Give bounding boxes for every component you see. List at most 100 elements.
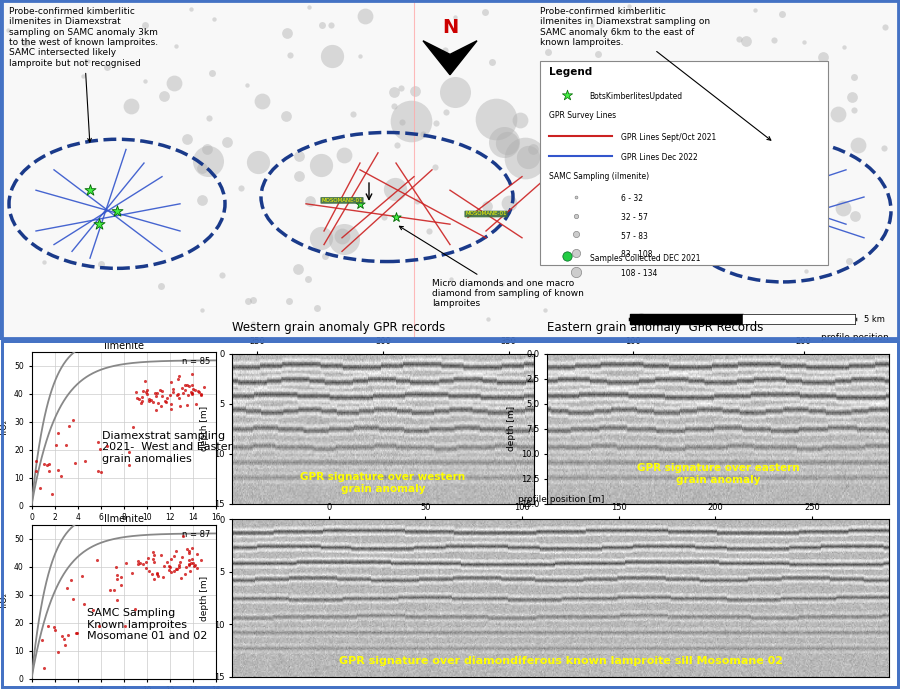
Point xyxy=(775,8,789,19)
Point xyxy=(184,388,199,399)
Text: 57 - 83: 57 - 83 xyxy=(621,232,648,240)
Point xyxy=(768,134,782,145)
Point xyxy=(33,482,48,493)
Title: Ilmenite: Ilmenite xyxy=(104,514,144,524)
Point xyxy=(92,218,106,229)
Point xyxy=(798,266,813,277)
Point xyxy=(192,386,206,397)
Point xyxy=(313,160,328,171)
Point xyxy=(164,554,178,565)
Point xyxy=(408,85,422,96)
Point xyxy=(185,554,200,565)
Point xyxy=(163,562,177,573)
Point xyxy=(797,158,812,169)
Point xyxy=(76,599,91,610)
Point xyxy=(735,65,750,76)
Y-axis label: TiO₂: TiO₂ xyxy=(0,593,9,610)
Point xyxy=(124,101,139,112)
Point xyxy=(154,550,168,561)
Point xyxy=(136,385,150,396)
Point xyxy=(92,620,106,631)
Point xyxy=(113,572,128,583)
Point xyxy=(151,570,166,581)
Point xyxy=(37,458,51,469)
Point xyxy=(500,138,515,149)
Point xyxy=(386,87,400,98)
Point xyxy=(292,150,306,161)
Point xyxy=(785,212,799,223)
Point xyxy=(139,562,153,573)
Point xyxy=(302,196,317,207)
Point xyxy=(591,49,606,60)
Point xyxy=(68,457,82,468)
Point xyxy=(29,465,43,476)
Text: SAMC Sampling
Known lamproites
Mosomane 01 and 02: SAMC Sampling Known lamproites Mosomane … xyxy=(87,608,207,641)
Point xyxy=(480,200,494,212)
Point xyxy=(569,229,583,240)
Point xyxy=(513,114,527,125)
Point xyxy=(90,466,104,477)
Point xyxy=(154,280,168,291)
Point xyxy=(126,421,140,432)
Point xyxy=(184,543,199,554)
Point xyxy=(158,397,173,408)
Point xyxy=(34,635,49,646)
Point xyxy=(255,96,269,107)
Point xyxy=(154,401,168,412)
Point xyxy=(850,139,865,150)
Point xyxy=(60,630,75,641)
Point xyxy=(183,555,197,566)
Point xyxy=(41,621,56,632)
Point xyxy=(94,258,108,269)
Point xyxy=(138,19,152,30)
Point xyxy=(172,560,186,571)
Point xyxy=(246,294,260,305)
Point xyxy=(148,388,163,399)
Point xyxy=(182,545,196,556)
Point xyxy=(878,21,893,32)
Point xyxy=(179,561,194,572)
Point xyxy=(18,38,32,49)
Point xyxy=(390,140,404,151)
Point xyxy=(388,183,402,194)
FancyBboxPatch shape xyxy=(540,61,828,265)
Text: Diamexstrat sampling
2021-  West and Eastern
grain anomalies: Diamexstrat sampling 2021- West and East… xyxy=(102,431,238,464)
Point xyxy=(176,388,190,399)
Point xyxy=(142,393,157,404)
Point xyxy=(191,385,205,396)
Point xyxy=(67,593,81,604)
Point xyxy=(708,165,723,176)
Point xyxy=(50,646,65,657)
Point xyxy=(282,295,296,306)
Point xyxy=(194,554,208,565)
Text: Western grain anomaly GPR records: Western grain anomaly GPR records xyxy=(232,322,446,334)
Point xyxy=(187,384,202,395)
Point xyxy=(150,397,165,408)
Point xyxy=(99,440,113,451)
Point xyxy=(574,256,589,267)
Point xyxy=(176,531,190,542)
Point xyxy=(174,573,188,584)
Text: GPR signature over diamondiferous known lamproite sill Mosomane 02: GPR signature over diamondiferous known … xyxy=(338,656,783,666)
Point xyxy=(358,11,373,22)
Point xyxy=(68,627,83,638)
Point xyxy=(91,437,105,448)
FancyBboxPatch shape xyxy=(2,342,898,687)
Point xyxy=(110,595,124,606)
Point xyxy=(739,219,753,230)
Point xyxy=(778,94,793,105)
Point xyxy=(284,49,298,60)
Point xyxy=(170,389,184,400)
Point xyxy=(324,20,338,31)
Point xyxy=(489,114,503,125)
Point xyxy=(542,208,556,219)
Point xyxy=(748,5,762,16)
Point xyxy=(130,392,144,403)
Point xyxy=(58,639,72,650)
Point xyxy=(189,398,203,409)
Point xyxy=(164,399,178,410)
Point xyxy=(788,160,803,171)
Point xyxy=(240,79,255,90)
Point xyxy=(782,223,796,234)
Point xyxy=(733,34,747,45)
